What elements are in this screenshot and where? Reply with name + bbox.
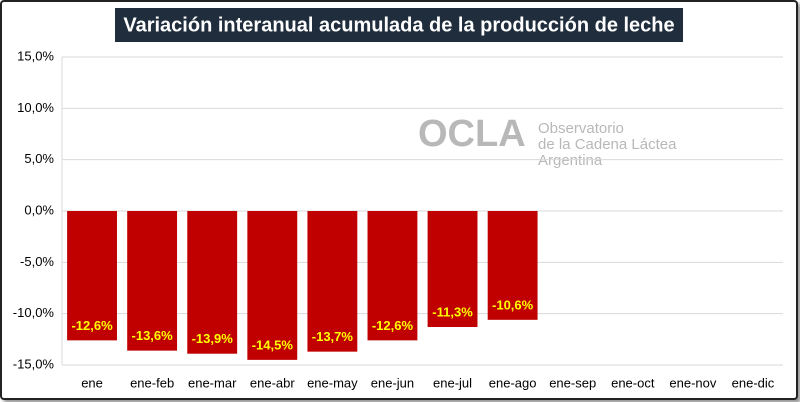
x-tick-label: ene-jul: [433, 375, 472, 390]
bar: [427, 211, 478, 328]
x-tick-label: ene-feb: [130, 375, 174, 390]
x-tick-label: ene-nov: [669, 375, 716, 390]
watermark-line: Observatorio: [538, 120, 624, 137]
y-tick-label: 5,0%: [24, 151, 54, 166]
y-tick-label: -5,0%: [20, 254, 54, 269]
bar: [67, 211, 117, 341]
x-tick-label: ene-mar: [188, 375, 237, 390]
y-tick-label: 0,0%: [24, 202, 54, 217]
x-tick-label: ene-abr: [250, 375, 295, 390]
y-tick-label: -15,0%: [13, 356, 55, 371]
value-label: -12,6%: [372, 318, 414, 333]
x-tick-label: ene: [81, 375, 103, 390]
watermark-line: de la Cadena Láctea: [538, 136, 677, 153]
bar: [307, 211, 358, 352]
value-label: -13,9%: [192, 331, 234, 346]
y-tick-label: 15,0%: [17, 48, 54, 63]
value-label: -11,3%: [432, 304, 473, 319]
x-tick-label: ene-ago: [489, 375, 537, 390]
watermark-line: Argentina: [538, 152, 603, 169]
y-tick-label: 10,0%: [17, 100, 54, 115]
title-box: [115, 8, 683, 42]
bar: [247, 211, 298, 360]
bar: [127, 211, 178, 351]
value-label: -10,6%: [492, 297, 534, 312]
bar: [367, 211, 418, 341]
x-tick-label: ene-sep: [549, 375, 596, 390]
bar: [487, 211, 538, 320]
chart-title: Variación interanual acumulada de la pro…: [123, 14, 674, 36]
x-tick-label: ene-jun: [371, 375, 414, 390]
x-tick-label: ene-oct: [611, 375, 655, 390]
watermark-logo: OCLA: [418, 113, 526, 155]
x-tick-label: ene-dic: [732, 375, 775, 390]
value-label: -13,7%: [312, 329, 354, 344]
x-tick-label: ene-may: [307, 375, 358, 390]
value-label: -13,6%: [132, 328, 174, 343]
value-label: -12,6%: [71, 318, 113, 333]
value-label: -14,5%: [252, 337, 294, 352]
bar: [187, 211, 238, 354]
y-tick-label: -10,0%: [13, 305, 55, 320]
